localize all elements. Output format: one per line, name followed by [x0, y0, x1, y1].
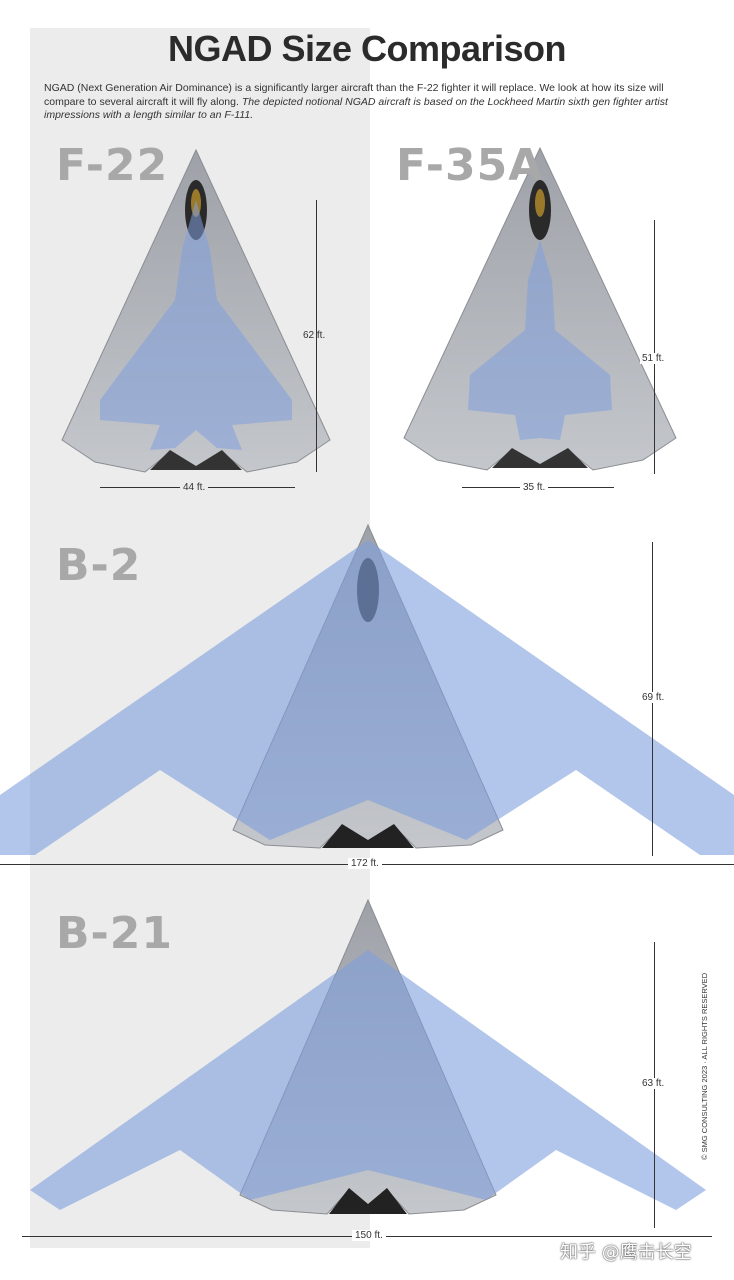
b21-label: B-21 [56, 908, 174, 959]
intro-italic: The depicted notional NGAD aircraft is b… [44, 95, 668, 122]
f22-length: 62 ft. [303, 330, 326, 341]
f35-length-line [654, 220, 655, 474]
f22-length-line [316, 200, 317, 472]
f22-overlay [100, 200, 292, 450]
intro-paragraph: NGAD (Next Generation Air Dominance) is … [44, 82, 694, 123]
b2-length: 69 ft. [640, 692, 667, 703]
intro-text: NGAD (Next Generation Air Dominance) is … [44, 82, 664, 108]
b21-wingspan: 150 ft. [352, 1230, 386, 1241]
b2-label: B-2 [56, 540, 142, 591]
b21-length: 63 ft. [640, 1078, 667, 1089]
f35-length: 51 ft. [640, 353, 667, 364]
copyright-notice: © SMG CONSULTING 2023 · ALL RIGHTS RESER… [700, 972, 709, 1160]
f22-label: F-22 [56, 140, 169, 191]
f22-wingspan: 44 ft. [180, 482, 209, 493]
f35-overlay [468, 240, 612, 440]
watermark: 知乎 @鹰击长空 [560, 1242, 692, 1263]
b2-wingspan: 172 ft. [348, 858, 382, 869]
b2-overlay [0, 540, 734, 855]
page-title: NGAD Size Comparison [167, 28, 567, 69]
f35-label: F-35A [396, 140, 544, 191]
b21-overlay [30, 950, 706, 1210]
f35-wingspan: 35 ft. [520, 482, 549, 493]
